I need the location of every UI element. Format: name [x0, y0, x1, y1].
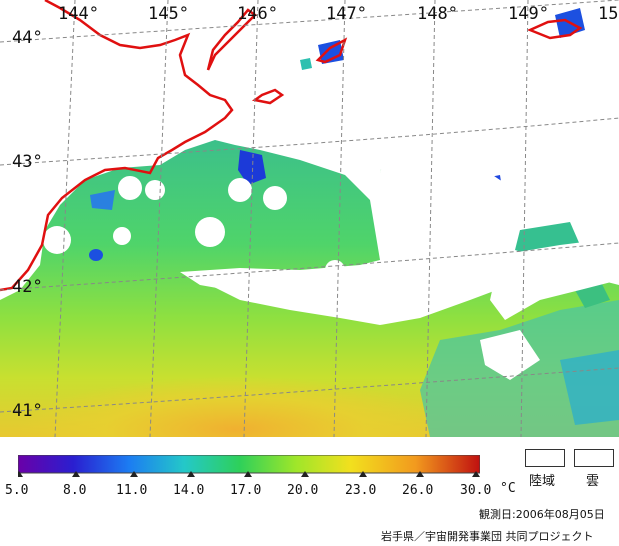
tick-label: 26.0: [402, 483, 433, 498]
lon-label-148: 148°: [417, 4, 458, 24]
kunashiri-island: [206, 8, 257, 71]
colorbar-tick-labels: 5.0 8.0 11.0 14.0 17.0 20.0 23.0 26.0 30…: [5, 483, 491, 498]
lon-label-144: 144°: [58, 4, 99, 24]
tick-label: 17.0: [230, 483, 261, 498]
lat-label-41: 41°: [12, 401, 43, 421]
sea-surface-temperature-map: 144° 145° 146° 147° 148° 149° 15 44° 43°…: [0, 0, 619, 437]
cloud-cover: [43, 150, 619, 380]
coastline: [0, 0, 583, 292]
tick-label: 11.0: [116, 483, 147, 498]
urup-island: [526, 18, 583, 40]
longitude-labels: 144° 145° 146° 147° 148° 149° 15: [58, 4, 618, 24]
lat-label-42: 42°: [12, 277, 43, 297]
land-legend-swatch: [525, 449, 565, 467]
latitude-labels: 44° 43° 42° 41°: [12, 28, 43, 421]
cloud-legend-label: 雲: [586, 474, 600, 489]
tick-label: 30.0: [460, 483, 491, 498]
iturup-island: [315, 37, 348, 64]
hokkaido-coast: [0, 0, 234, 292]
observation-date: 観測日:2006年08月05日: [479, 508, 605, 521]
tick-label: 14.0: [173, 483, 204, 498]
credit-line: 岩手県／宇宙開発事業団 共同プロジェクト: [381, 530, 594, 543]
land-legend-label: 陸域: [529, 474, 556, 489]
temperature-colorbar: [18, 455, 480, 477]
graticule: [0, 0, 619, 437]
lon-label-150: 15: [598, 4, 618, 24]
tick-label: 5.0: [5, 483, 28, 498]
cloud-legend-swatch: [574, 449, 614, 467]
lon-label-149: 149°: [508, 4, 549, 24]
lon-label-146: 146°: [237, 4, 278, 24]
temperature-unit: °C: [500, 481, 516, 496]
lat-label-43: 43°: [12, 152, 43, 172]
colorbar-tick-marks: [18, 471, 480, 477]
shikotan-island: [251, 88, 285, 105]
tick-label: 8.0: [63, 483, 86, 498]
tick-label: 23.0: [345, 483, 376, 498]
lon-label-147: 147°: [326, 4, 367, 24]
lon-label-145: 145°: [148, 4, 189, 24]
tick-label: 20.0: [287, 483, 318, 498]
lat-label-44: 44°: [12, 28, 43, 48]
